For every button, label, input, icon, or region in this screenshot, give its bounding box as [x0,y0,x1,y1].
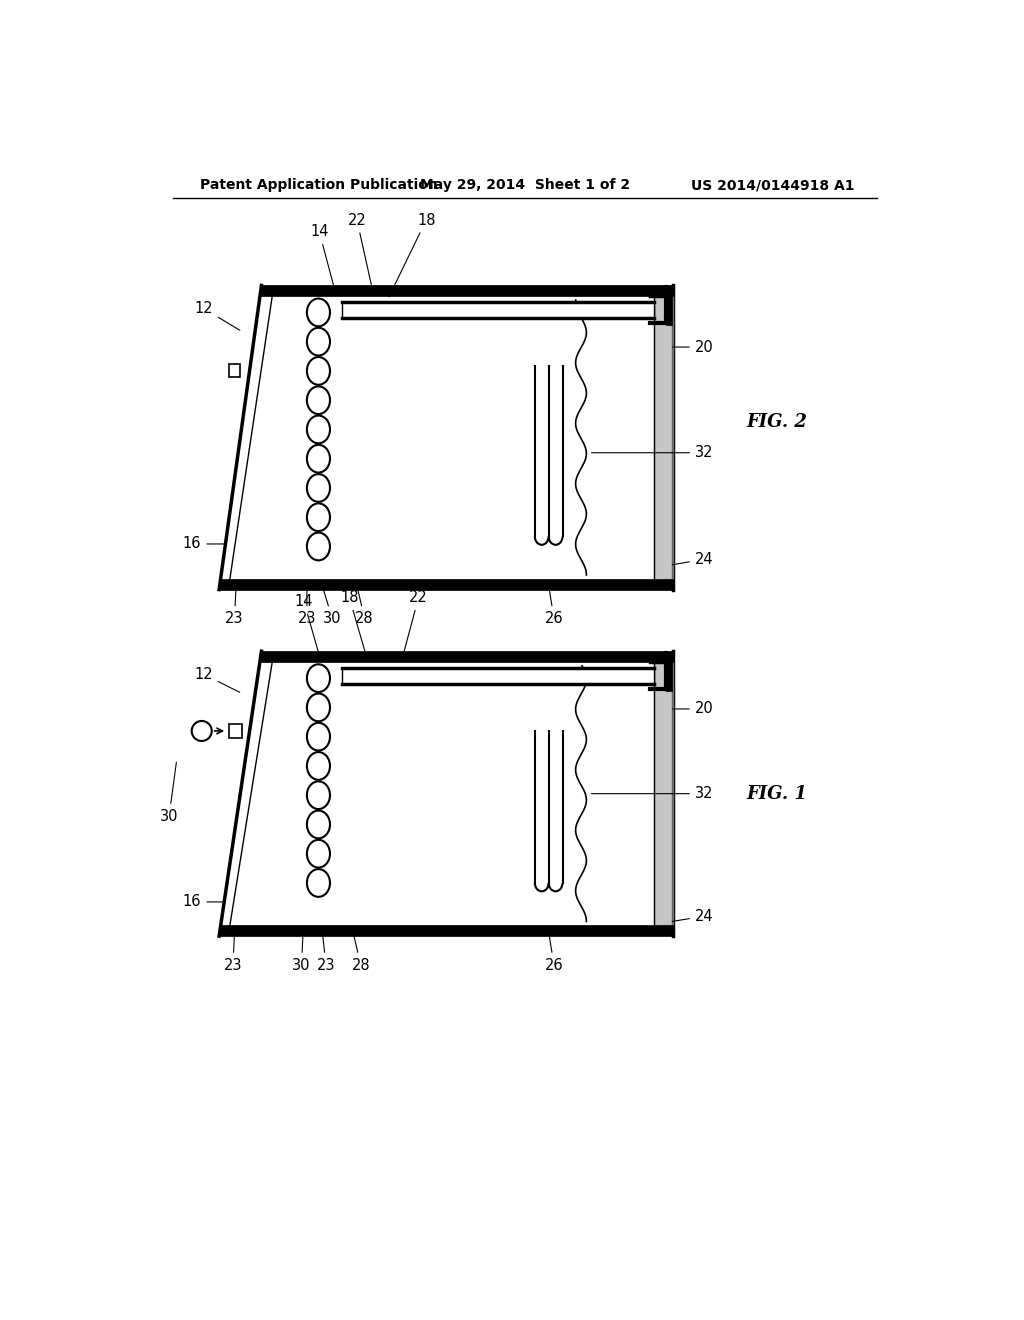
Text: 23: 23 [225,589,244,627]
Polygon shape [228,364,241,376]
Text: 28: 28 [355,589,374,627]
Polygon shape [261,651,674,663]
Text: 14: 14 [310,224,334,286]
Text: May 29, 2014  Sheet 1 of 2: May 29, 2014 Sheet 1 of 2 [420,178,630,193]
Text: 16: 16 [183,895,222,909]
Text: FIG. 2: FIG. 2 [746,413,808,432]
Text: 18: 18 [340,590,368,661]
Text: 32: 32 [592,445,714,461]
Text: 23: 23 [316,935,336,973]
Polygon shape [219,579,674,590]
Polygon shape [654,296,674,579]
Polygon shape [666,653,672,692]
Text: 18: 18 [389,213,435,297]
Text: 30: 30 [292,935,310,973]
Text: 22: 22 [403,590,428,652]
Text: US 2014/0144918 A1: US 2014/0144918 A1 [691,178,854,193]
Text: 14: 14 [295,594,318,652]
Text: 24: 24 [673,908,714,924]
Text: 23: 23 [298,589,316,627]
Polygon shape [342,668,654,684]
Polygon shape [228,725,242,738]
Polygon shape [342,302,654,318]
Text: 16: 16 [183,536,224,552]
Text: 20: 20 [673,701,714,717]
Polygon shape [261,285,674,296]
Text: Patent Application Publication: Patent Application Publication [200,178,437,193]
Text: 28: 28 [351,935,370,973]
Polygon shape [666,286,672,326]
Text: FIG. 1: FIG. 1 [746,784,808,803]
Text: 12: 12 [195,667,240,692]
Text: 24: 24 [673,552,714,566]
Text: 26: 26 [545,935,563,973]
Text: 30: 30 [323,589,342,627]
Text: 12: 12 [195,301,240,330]
Text: 20: 20 [673,339,714,355]
Polygon shape [219,925,674,936]
Text: 23: 23 [223,935,243,973]
Text: 32: 32 [592,787,714,801]
Polygon shape [654,663,674,925]
Text: 22: 22 [347,213,372,286]
Text: 30: 30 [160,762,178,824]
Text: 26: 26 [545,589,563,627]
